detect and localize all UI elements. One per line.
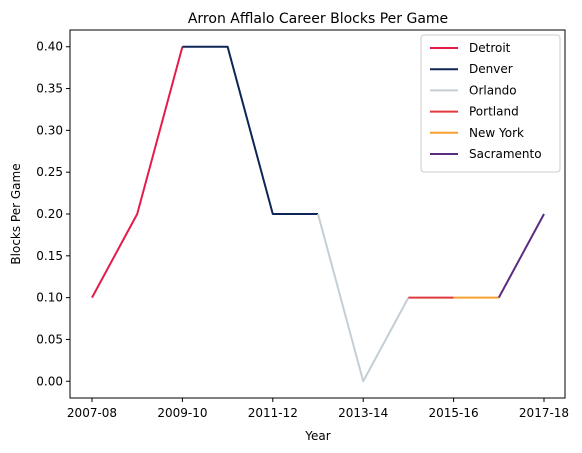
legend-label-new-york: New York <box>469 126 524 140</box>
legend-label-sacramento: Sacramento <box>469 147 542 161</box>
series-line-denver <box>182 45 318 215</box>
series-lines <box>91 45 545 383</box>
chart-title: Arron Afflalo Career Blocks Per Game <box>188 11 448 27</box>
y-axis: 0.00 0.05 0.10 0.15 0.20 0.25 0.30 0.35 0.40 <box>36 40 70 388</box>
y-tick-label: 0.25 <box>36 165 63 179</box>
x-axis: 2007-08 2009-10 2011-12 2013-14 2015-16 2017-… <box>67 398 569 420</box>
y-tick-label: 0.20 <box>36 207 63 221</box>
x-axis-title: Year <box>304 429 330 443</box>
y-tick-label: 0.30 <box>36 123 63 137</box>
legend-label-detroit: Detroit <box>469 41 511 55</box>
legend-label-portland: Portland <box>469 105 519 119</box>
x-tick-label: 2017-18 <box>519 406 569 420</box>
legend-label-orlando: Orlando <box>469 83 517 97</box>
legend-label-denver: Denver <box>469 62 513 76</box>
series-line-sacramento <box>497 213 545 299</box>
x-tick-label: 2009-10 <box>157 406 207 420</box>
x-tick-label: 2015-16 <box>429 406 479 420</box>
y-tick-label: 0.05 <box>36 332 63 346</box>
series-line-orlando <box>317 213 410 383</box>
series-line-detroit <box>91 46 184 299</box>
legend: Detroit Denver Orlando Portland New York Sacr… <box>420 34 561 173</box>
y-tick-label: 0.10 <box>36 291 63 305</box>
x-tick-label: 2011-12 <box>248 406 298 420</box>
y-tick-label: 0.40 <box>36 40 63 54</box>
x-tick-label: 2007-08 <box>67 406 117 420</box>
x-tick-label: 2013-14 <box>338 406 388 420</box>
y-axis-title: Blocks Per Game <box>9 163 23 264</box>
y-tick-label: 0.35 <box>36 82 63 96</box>
y-tick-label: 0.00 <box>36 374 63 388</box>
y-tick-label: 0.15 <box>36 249 63 263</box>
